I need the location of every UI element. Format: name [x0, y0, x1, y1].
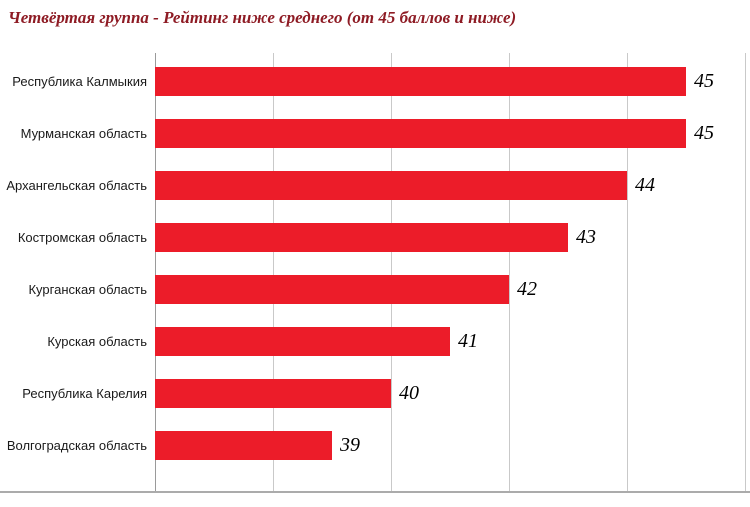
category-label: Костромская область: [17, 229, 147, 245]
category-label: Мурманская область: [20, 125, 147, 141]
chart-title: Четвёртая группа - Рейтинг ниже среднего…: [8, 8, 517, 27]
labels-column: Республика Калмыкия Мурманская область Арх…: [0, 53, 155, 491]
category-label: Курганская область: [28, 281, 147, 297]
value-label: 39: [340, 433, 360, 456]
bar-row: 42: [155, 263, 745, 315]
bar: [155, 274, 509, 304]
category-label: Архангельская область: [6, 177, 147, 193]
gridline: [745, 53, 746, 492]
bar-row: 44: [155, 159, 745, 211]
plot-area: 45 45 44 43 42 41 40 39: [155, 53, 746, 492]
bar-row: 41: [155, 315, 745, 367]
bar: [155, 222, 568, 252]
value-label: 44: [635, 173, 655, 196]
gridline: [509, 53, 510, 492]
bar: [155, 118, 686, 148]
bar: [155, 66, 686, 96]
gridline: [627, 53, 628, 492]
bar-row: 39: [155, 419, 745, 471]
gridline: [273, 53, 274, 492]
gridline: [391, 53, 392, 492]
bar: [155, 326, 450, 356]
value-label: 42: [517, 277, 537, 300]
y-axis-line: [155, 53, 156, 492]
value-label: 45: [694, 121, 714, 144]
category-label: Республика Калмыкия: [12, 73, 147, 89]
bar: [155, 378, 391, 408]
bar-row: 40: [155, 367, 745, 419]
bar: [155, 170, 627, 200]
value-label: 41: [458, 329, 478, 352]
category-label: Курская область: [47, 333, 147, 349]
category-label: Волгоградская область: [6, 437, 147, 453]
value-label: 40: [399, 381, 419, 404]
bar-row: 45: [155, 55, 745, 107]
bar: [155, 430, 332, 460]
bar-chart: Республика Калмыкия Мурманская область Арх…: [0, 53, 750, 494]
bar-row: 45: [155, 107, 745, 159]
value-label: 45: [694, 69, 714, 92]
category-label: Республика Карелия: [22, 385, 147, 401]
value-label: 43: [576, 225, 596, 248]
bar-row: 43: [155, 211, 745, 263]
